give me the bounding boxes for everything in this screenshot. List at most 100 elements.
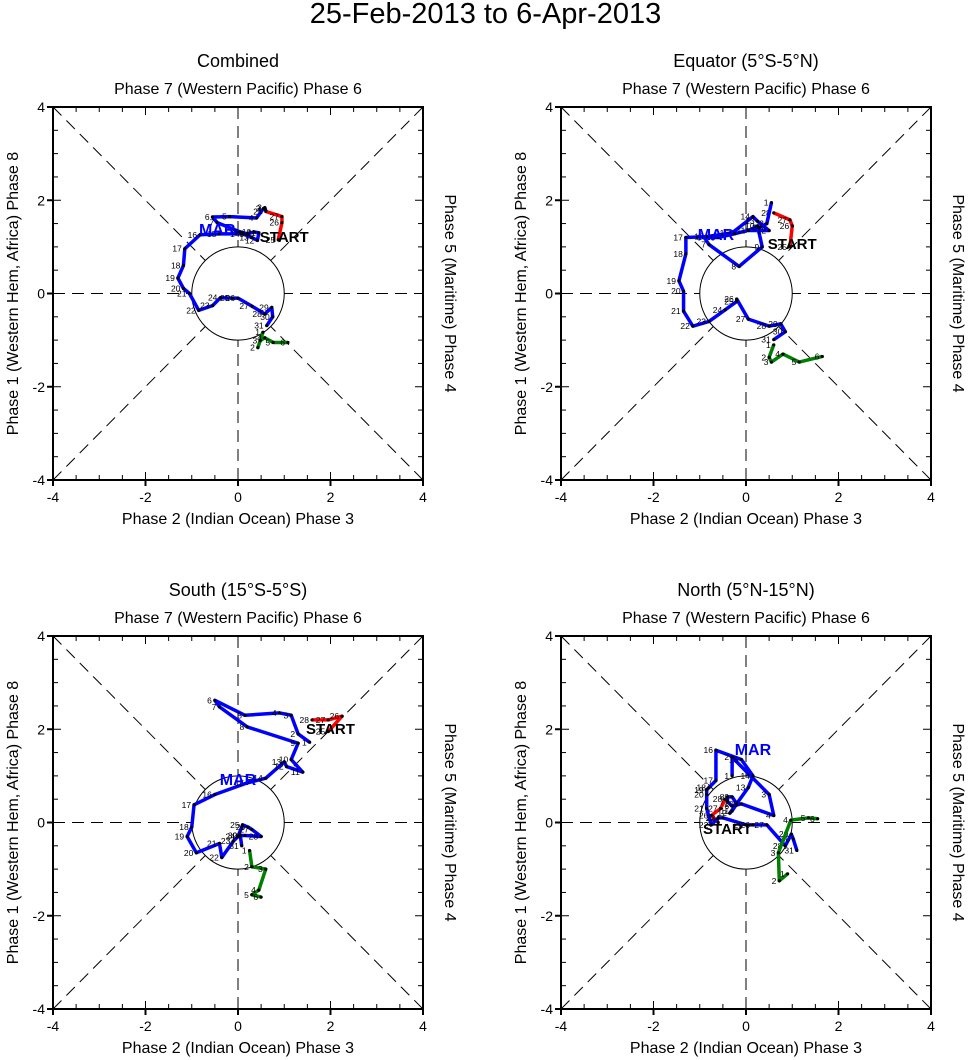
day-label: 1 <box>242 845 247 855</box>
data-point <box>751 823 755 827</box>
day-label: 12 <box>245 235 255 245</box>
day-label: 7 <box>212 702 217 712</box>
day-label: 23 <box>697 316 707 326</box>
day-label: 18 <box>673 249 683 259</box>
day-label: 16 <box>202 790 212 800</box>
data-point <box>271 315 275 319</box>
day-label: 26 <box>269 218 279 228</box>
data-point <box>765 221 769 226</box>
data-point <box>730 231 734 235</box>
data-point <box>264 208 268 213</box>
data-point <box>783 844 787 848</box>
data-point <box>217 232 222 236</box>
data-point <box>230 296 235 300</box>
y-tick-label: 2 <box>37 192 45 208</box>
data-point <box>301 770 305 774</box>
x-tick-label: -2 <box>139 1018 152 1034</box>
day-label: 1 <box>258 206 263 216</box>
data-point <box>194 851 198 855</box>
bottom-axis-label: Phase 2 (Indian Ocean) Phase 3 <box>122 511 354 528</box>
data-point <box>795 848 799 853</box>
data-point <box>723 308 727 312</box>
day-label: 22 <box>680 321 690 331</box>
day-label: 4 <box>766 811 771 821</box>
data-point <box>716 816 720 820</box>
data-point <box>215 221 219 225</box>
day-label: 15 <box>207 229 217 239</box>
data-point <box>280 221 284 225</box>
day-label: 27 <box>269 212 279 222</box>
series-line-feb <box>773 211 794 248</box>
day-label: 6 <box>810 814 815 824</box>
day-label: 18 <box>697 783 707 793</box>
day-label: 27 <box>777 215 787 225</box>
data-point <box>238 833 242 838</box>
y-tick-label: 2 <box>37 721 45 737</box>
data-point <box>716 820 720 825</box>
day-label: 14 <box>740 771 750 781</box>
data-point <box>707 319 711 324</box>
day-label: 13 <box>239 233 249 243</box>
day-label: 6 <box>207 695 212 705</box>
day-label: 7 <box>701 240 706 250</box>
x-tick-label: -4 <box>555 489 568 505</box>
data-point <box>681 289 686 293</box>
x-tick-label: 4 <box>927 1018 935 1034</box>
data-point <box>308 740 312 744</box>
data-point <box>681 309 686 313</box>
day-label: 24 <box>710 813 720 823</box>
y-tick-label: -4 <box>541 472 554 488</box>
data-point <box>721 816 725 820</box>
month-label: MAR <box>698 227 735 244</box>
data-point <box>705 792 709 797</box>
data-point <box>728 811 732 815</box>
data-point <box>181 263 186 268</box>
data-point <box>746 317 750 321</box>
panel-title: South (15°S-5°S) <box>169 580 307 600</box>
day-label: 5 <box>244 890 249 900</box>
data-point <box>789 832 793 836</box>
data-point <box>777 879 781 883</box>
x-tick-label: -4 <box>47 489 60 505</box>
data-point <box>691 324 695 328</box>
day-label: 31 <box>254 321 264 331</box>
data-point <box>705 235 709 239</box>
data-point <box>296 741 300 745</box>
x-tick-label: -4 <box>555 1018 568 1034</box>
day-label: 1 <box>255 327 260 337</box>
day-label: 5 <box>791 357 796 367</box>
data-point <box>707 785 711 790</box>
series-line-apr <box>256 331 288 350</box>
day-label: 18 <box>171 261 181 271</box>
diagonal-line <box>52 635 424 1010</box>
day-label: 30 <box>260 312 270 322</box>
diagonal-line <box>52 106 424 481</box>
x-tick-label: 0 <box>234 1018 242 1034</box>
data-point <box>751 214 755 219</box>
right-axis-label: Phase 5 (Maritime) Phase 4 <box>441 723 458 921</box>
top-axis-label: Phase 7 (Western Pacific) Phase 6 <box>114 81 362 98</box>
data-point <box>254 216 259 220</box>
data-point <box>755 224 760 228</box>
data-point <box>278 711 282 715</box>
data-point <box>735 299 739 304</box>
data-point <box>779 322 783 326</box>
data-point <box>245 232 249 236</box>
data-point <box>183 247 187 251</box>
day-label: 30 <box>773 327 783 337</box>
diagonal-line <box>52 106 424 481</box>
day-label: 20 <box>671 286 681 296</box>
data-point <box>709 823 713 827</box>
day-label: 23 <box>200 301 210 311</box>
day-label: 10 <box>279 755 289 765</box>
day-label: 1 <box>724 771 729 781</box>
day-label: 14 <box>230 229 240 239</box>
x-tick-label: 4 <box>419 1018 427 1034</box>
bottom-axis-label: Phase 2 (Indian Ocean) Phase 3 <box>122 1040 354 1057</box>
day-label: 26 <box>699 811 709 821</box>
day-label: 15 <box>235 778 245 788</box>
x-tick-label: 0 <box>234 489 242 505</box>
x-tick-label: -2 <box>647 489 660 505</box>
data-point <box>783 330 787 334</box>
